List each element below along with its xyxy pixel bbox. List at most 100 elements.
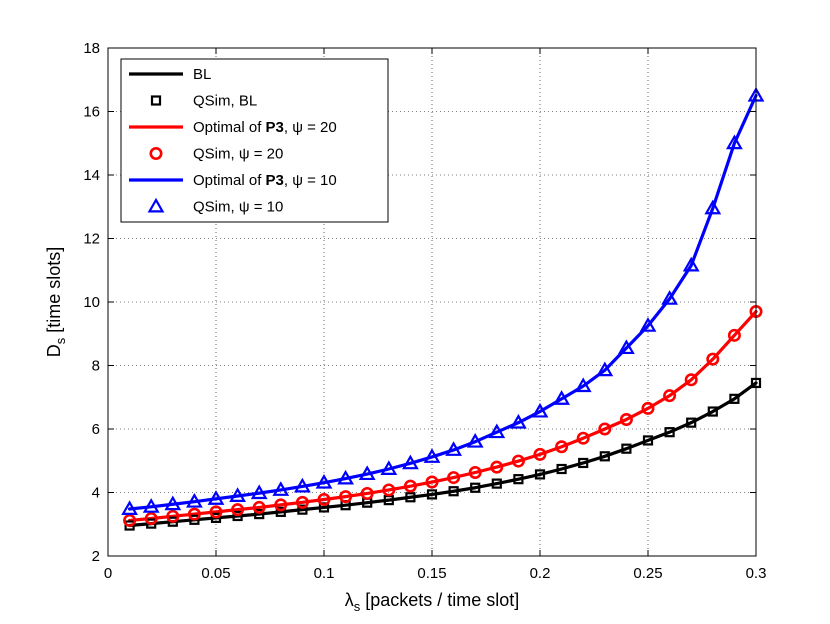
y-tick-label: 2: [92, 548, 100, 565]
data-point: [317, 492, 331, 506]
x-tick-label: 0.25: [633, 565, 662, 582]
data-point: [187, 507, 201, 521]
x-tick-label: 0.05: [201, 565, 230, 582]
data-point: [488, 423, 506, 439]
data-point: [275, 506, 286, 517]
y-tick-label: 12: [83, 231, 100, 248]
data-point: [250, 484, 268, 500]
x-tick-label: 0.2: [530, 565, 551, 582]
data-point: [339, 490, 353, 504]
data-point: [210, 512, 222, 524]
data-point: [402, 454, 419, 470]
data-point: [297, 504, 308, 515]
y-tick-label: 6: [92, 421, 100, 438]
data-point: [470, 482, 481, 493]
legend-marker-swatch: [147, 197, 165, 213]
data-point: [295, 495, 309, 509]
series-markers: [121, 86, 765, 515]
data-point: [232, 510, 243, 522]
data-point: [578, 457, 589, 469]
data-point: [727, 328, 741, 342]
data-point: [382, 483, 396, 497]
data-point: [576, 431, 590, 445]
legend-item: BL: [129, 66, 211, 83]
data-point: [445, 441, 462, 456]
data-point: [661, 290, 678, 305]
data-point: [510, 413, 527, 429]
legend-marker-swatch: [149, 147, 163, 161]
data-point: [621, 443, 632, 454]
data-point: [231, 503, 245, 517]
data-point: [272, 481, 290, 496]
legend-box: [120, 58, 389, 223]
data-point: [684, 373, 698, 387]
data-point: [533, 447, 547, 461]
data-point: [254, 508, 265, 520]
data-point: [358, 465, 376, 481]
data-point: [686, 417, 697, 428]
x-tick-label: 0.15: [417, 565, 446, 582]
data-point: [209, 505, 223, 519]
data-point: [706, 352, 720, 366]
data-point: [360, 486, 374, 500]
data-point: [556, 463, 567, 475]
data-point: [252, 500, 266, 514]
data-point: [704, 199, 722, 215]
data-point: [423, 448, 441, 463]
legend-item: QSim, ψ = 10: [147, 197, 283, 216]
data-point: [596, 361, 614, 377]
data-point: [426, 489, 438, 500]
data-point: [555, 440, 569, 454]
data-point: [121, 500, 138, 515]
data-point: [641, 401, 655, 415]
y-axis: 2 4 6 8 10 12 14 16 18: [83, 40, 756, 565]
data-point: [707, 406, 718, 417]
data-point: [425, 475, 439, 489]
legend-item: Optimal of P3, ψ = 20: [129, 119, 337, 136]
data-point: [144, 512, 158, 526]
data-point: [729, 393, 740, 404]
legend-item: QSim, BL: [150, 93, 257, 110]
legend-label: Optimal of P3, ψ = 20: [193, 119, 337, 136]
series-layer: [121, 86, 765, 531]
data-point: [574, 377, 592, 393]
data-point: [142, 498, 160, 513]
data-point: [448, 486, 459, 497]
legend-item: QSim, ψ = 20: [149, 146, 283, 163]
series-markers: [123, 305, 763, 527]
x-tick-label: 0.3: [746, 565, 767, 582]
data-point: [166, 509, 180, 523]
data-point: [189, 514, 200, 525]
data-point: [186, 492, 203, 508]
legend-marker-swatch: [150, 95, 162, 106]
data-point: [531, 402, 549, 418]
data-point: [619, 412, 633, 426]
data-point: [403, 479, 417, 493]
data-point: [274, 498, 288, 512]
legend-label: QSim, ψ = 20: [193, 146, 283, 163]
data-point: [167, 516, 178, 527]
data-point: [599, 451, 610, 462]
legend-label: QSim, ψ = 10: [193, 199, 283, 216]
data-point: [447, 471, 461, 485]
data-point: [466, 432, 484, 448]
data-point: [123, 513, 137, 527]
data-point: [664, 427, 675, 438]
legend: BL QSim, BL Optimal of P3, ψ = 20 QSim, ψ =…: [120, 58, 389, 223]
legend-item: Optimal of P3, ψ = 10: [129, 172, 337, 189]
x-tick-label: 0: [104, 565, 112, 582]
y-tick-label: 18: [83, 40, 100, 57]
y-tick-label: 16: [83, 104, 100, 121]
legend-label: BL: [193, 66, 211, 83]
data-point: [468, 465, 482, 479]
data-point: [207, 490, 225, 505]
y-tick-label: 10: [83, 294, 100, 311]
data-point: [618, 339, 635, 355]
data-point: [337, 469, 354, 485]
data-point: [642, 435, 654, 446]
data-point: [405, 492, 416, 503]
x-axis-label: λs [packets / time slot]: [345, 590, 520, 614]
data-point: [490, 460, 504, 474]
x-axis: 0 0.05 0.1 0.15 0.2 0.25 0.3: [104, 48, 767, 582]
